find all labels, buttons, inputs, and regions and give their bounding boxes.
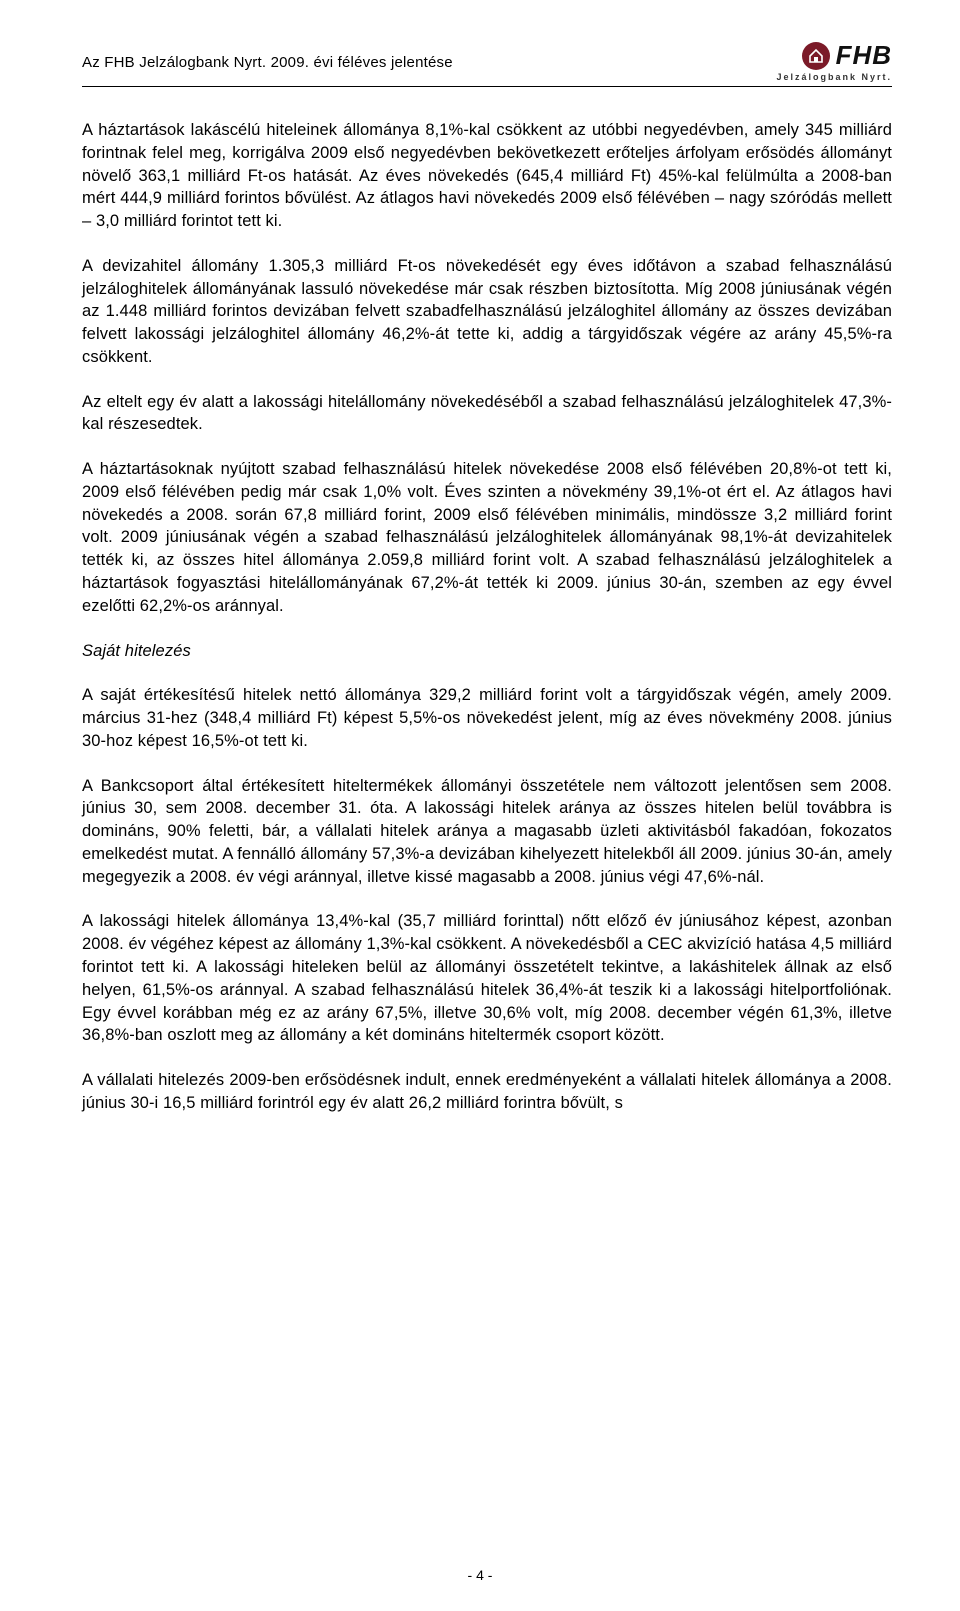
paragraph: A vállalati hitelezés 2009-ben erősödésn… [82,1069,892,1115]
logo-text: FHB [836,40,892,71]
header-title: Az FHB Jelzálogbank Nyrt. 2009. évi félé… [82,40,453,71]
house-icon [807,47,825,65]
logo-block: FHB Jelzálogbank Nyrt. [776,40,892,82]
paragraph: A Bankcsoport által értékesített hitelte… [82,775,892,889]
logo-subtitle: Jelzálogbank Nyrt. [776,72,892,82]
document-body: A háztartások lakáscélú hiteleinek állom… [82,119,892,1115]
paragraph: A háztartásoknak nyújtott szabad felhasz… [82,458,892,617]
paragraph: A devizahitel állomány 1.305,3 milliárd … [82,255,892,369]
logo-icon [802,42,830,70]
logo-row: FHB [802,40,892,71]
page-number: - 4 - [0,1567,960,1583]
section-heading: Saját hitelezés [82,640,892,663]
paragraph: Az eltelt egy év alatt a lakossági hitel… [82,391,892,437]
page-header: Az FHB Jelzálogbank Nyrt. 2009. évi félé… [82,40,892,87]
paragraph: A háztartások lakáscélú hiteleinek állom… [82,119,892,233]
paragraph: A saját értékesítésű hitelek nettó állom… [82,684,892,752]
document-page: Az FHB Jelzálogbank Nyrt. 2009. évi félé… [0,0,960,1611]
paragraph: A lakossági hitelek állománya 13,4%-kal … [82,910,892,1047]
